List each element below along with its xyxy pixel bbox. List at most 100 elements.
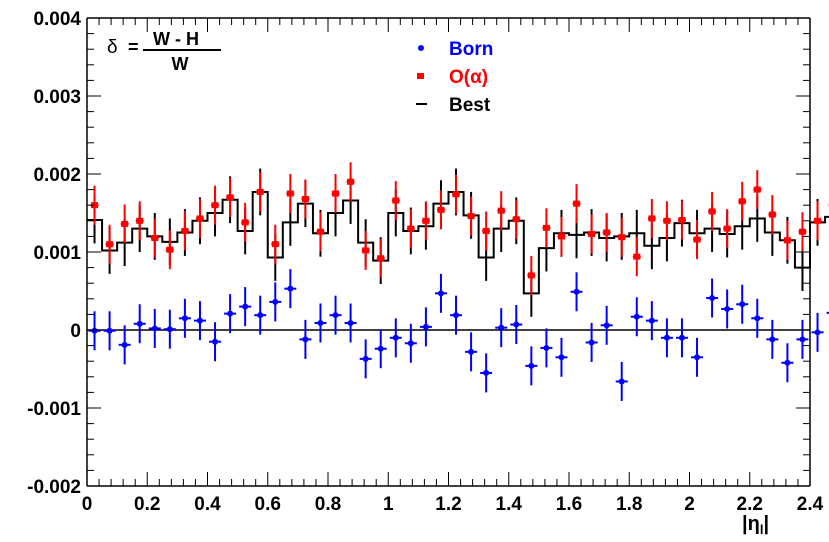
legend-born-marker	[418, 45, 424, 51]
legend: Born O(α) Best	[416, 39, 493, 116]
oalpha-point	[527, 272, 535, 279]
legend-oalpha-marker	[417, 73, 424, 79]
born-point	[784, 359, 791, 366]
svg-text:|ηl|: |ηl|	[742, 513, 769, 537]
born-point	[272, 298, 279, 305]
born-point	[724, 305, 731, 312]
oalpha-point	[241, 219, 249, 226]
x-tick-label: 2	[684, 494, 695, 515]
x-tick-label: 0	[82, 494, 93, 515]
born-point	[242, 303, 249, 310]
born-point	[347, 319, 354, 326]
y-tick-label: 0	[70, 321, 81, 342]
oalpha-point	[407, 225, 415, 232]
born-point	[121, 341, 128, 348]
ticks	[86, 17, 811, 487]
x-tick-label: 2.4	[797, 494, 824, 515]
oalpha-point	[512, 216, 520, 223]
born-point	[196, 317, 203, 324]
y-tick-label: 0.004	[33, 9, 81, 30]
x-tick-label: 1	[383, 494, 394, 515]
oalpha-point	[633, 253, 641, 260]
oalpha-point	[166, 246, 174, 253]
oalpha-point	[91, 202, 99, 209]
born-point	[754, 315, 761, 322]
x-axis-title-sub: l	[760, 522, 764, 537]
born-point	[739, 301, 746, 308]
oalpha-point	[392, 197, 400, 204]
born-point	[588, 339, 595, 346]
oalpha-point	[347, 178, 355, 185]
born-point	[498, 324, 505, 331]
oalpha-point	[136, 217, 144, 224]
oalpha-point	[497, 207, 505, 214]
oalpha-point	[768, 211, 776, 218]
born-point	[678, 334, 685, 341]
born-point	[648, 317, 655, 324]
oalpha-point	[723, 225, 731, 232]
oalpha-point	[271, 241, 279, 248]
oalpha-point	[648, 215, 656, 222]
oalpha-point	[211, 202, 219, 209]
oalpha-point	[181, 227, 189, 234]
x-tick-label: 2.2	[737, 494, 763, 515]
x-tick-label: 0.2	[134, 494, 160, 515]
oalpha-point	[151, 234, 159, 241]
y-tick-label: -0.002	[27, 477, 81, 498]
oalpha-series	[90, 162, 829, 295]
oalpha-point	[316, 228, 324, 235]
born-point	[257, 312, 264, 319]
legend-best-label: Best	[449, 95, 491, 116]
born-point	[663, 334, 670, 341]
oalpha-point	[603, 229, 611, 236]
born-point	[302, 336, 309, 343]
legend-oalpha-label: O(α)	[449, 67, 488, 88]
y-tick-label: 0.003	[33, 87, 81, 108]
oalpha-point	[678, 217, 686, 224]
oalpha-point	[557, 233, 565, 240]
formula-eq: =	[128, 37, 139, 57]
oalpha-point	[708, 208, 716, 215]
oalpha-point	[618, 234, 626, 241]
oalpha-point	[362, 247, 370, 254]
born-point	[377, 345, 384, 352]
born-point	[573, 288, 580, 295]
born-point	[407, 340, 414, 347]
born-point	[212, 338, 219, 345]
oalpha-point	[256, 188, 264, 195]
oalpha-point	[588, 231, 596, 238]
x-tick-label: 1.8	[616, 494, 642, 515]
oalpha-point	[467, 213, 475, 220]
born-point	[468, 348, 475, 355]
x-tick-label: 0.4	[194, 494, 221, 515]
x-axis-title: |ηl|	[742, 513, 769, 537]
born-point	[91, 327, 98, 334]
formula-denominator: W	[172, 54, 189, 74]
born-point	[166, 326, 173, 333]
oalpha-point	[437, 206, 445, 213]
born-point	[633, 313, 640, 320]
y-tick-label: 0.001	[33, 243, 81, 264]
born-point	[814, 329, 821, 336]
born-point	[287, 285, 294, 292]
born-point	[227, 310, 234, 317]
oalpha-point	[482, 227, 490, 234]
oalpha-point	[121, 220, 129, 227]
oalpha-point	[286, 190, 294, 197]
best-series	[87, 168, 829, 317]
born-point	[332, 312, 339, 319]
legend-born-label: Born	[449, 39, 493, 60]
born-point	[769, 336, 776, 343]
oalpha-point	[301, 195, 309, 202]
born-point	[558, 354, 565, 361]
x-tick-label: 1.4	[496, 494, 523, 515]
born-point	[618, 378, 625, 385]
born-point	[528, 362, 535, 369]
x-tick-label: 1.6	[556, 494, 582, 515]
formula-lhs: δ	[107, 37, 118, 58]
born-point	[483, 369, 490, 376]
oalpha-point	[377, 255, 385, 262]
born-point	[709, 295, 716, 302]
formula-numerator: W - H	[153, 29, 199, 49]
oalpha-point	[226, 194, 234, 201]
